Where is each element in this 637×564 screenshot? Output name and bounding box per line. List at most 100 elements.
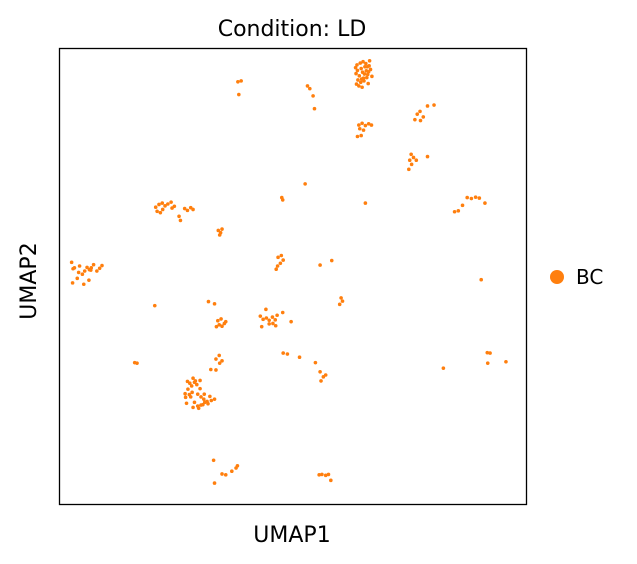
data-point (361, 128, 366, 132)
data-point (185, 208, 190, 213)
data-point (340, 299, 345, 303)
data-point (363, 123, 368, 128)
data-point (239, 79, 243, 83)
data-point (230, 469, 234, 474)
data-point (81, 282, 86, 287)
data-point (217, 323, 222, 327)
data-point (195, 392, 200, 396)
data-point (177, 214, 181, 219)
data-point (216, 318, 220, 323)
data-point (170, 206, 174, 210)
data-point (356, 78, 360, 82)
data-point (220, 324, 224, 329)
data-point (220, 227, 224, 231)
data-point (504, 359, 508, 364)
data-point (317, 473, 321, 477)
data-point (189, 384, 194, 388)
data-point (158, 210, 163, 215)
data-point (198, 378, 202, 383)
data-point (206, 299, 211, 304)
data-point (216, 228, 221, 233)
data-point (357, 74, 362, 78)
data-point (219, 317, 223, 321)
data-point (220, 472, 224, 476)
data-point (212, 302, 217, 306)
data-point (357, 123, 361, 127)
data-point (354, 82, 359, 86)
data-point (418, 118, 423, 123)
data-point (364, 75, 369, 80)
data-point (285, 352, 290, 356)
data-point (432, 103, 436, 107)
data-point (355, 68, 360, 73)
data-point (275, 264, 280, 268)
data-point (407, 167, 411, 172)
data-point (358, 61, 363, 65)
data-point (312, 106, 317, 111)
data-point (409, 162, 414, 167)
data-point (319, 379, 323, 383)
data-point (360, 121, 364, 126)
data-point (323, 373, 328, 377)
data-point (237, 92, 241, 97)
data-point (152, 303, 157, 308)
data-point (355, 134, 360, 139)
data-point (214, 357, 218, 361)
data-point (77, 264, 82, 268)
data-point (326, 472, 331, 477)
data-point (359, 133, 363, 138)
data-point (217, 233, 222, 237)
data-point (220, 359, 224, 363)
data-point (361, 59, 365, 64)
data-point (191, 207, 195, 212)
data-point (456, 209, 461, 213)
data-point (339, 296, 343, 300)
data-point (223, 473, 228, 477)
data-point (421, 115, 426, 119)
data-point (157, 202, 161, 207)
data-point (261, 317, 265, 322)
data-point (209, 398, 214, 403)
data-point (183, 395, 188, 400)
data-point (362, 72, 367, 76)
data-point (473, 195, 478, 199)
data-point (303, 182, 307, 186)
data-point (363, 201, 368, 205)
data-point (355, 63, 359, 67)
data-point (267, 318, 271, 323)
data-point (235, 463, 240, 468)
data-point (441, 366, 446, 370)
data-point (366, 81, 370, 86)
data-point (411, 155, 416, 160)
data-point (186, 387, 190, 391)
y-axis-label: UMAP2 (17, 242, 42, 319)
data-point (465, 195, 469, 200)
data-point (318, 263, 322, 267)
data-point (281, 258, 285, 262)
data-point (320, 472, 324, 477)
data-point (91, 262, 96, 267)
data-point (217, 361, 222, 365)
legend: BC (550, 265, 603, 289)
data-point (160, 201, 165, 205)
data-point (202, 392, 207, 396)
data-point (418, 109, 422, 114)
data-point (271, 321, 275, 326)
data-point (425, 154, 430, 159)
data-point (195, 382, 199, 387)
data-point (477, 196, 482, 200)
data-point (278, 261, 283, 266)
data-point (364, 61, 368, 66)
scatter-points (69, 59, 508, 485)
data-point (182, 206, 187, 211)
data-point (264, 316, 269, 320)
data-point (329, 478, 333, 483)
data-point (135, 361, 139, 365)
data-point (407, 158, 412, 163)
data-point (275, 313, 279, 318)
data-point (89, 266, 94, 270)
x-axis-label: UMAP1 (253, 523, 330, 548)
data-point (360, 85, 364, 90)
data-point (209, 367, 213, 372)
data-point (97, 266, 102, 271)
